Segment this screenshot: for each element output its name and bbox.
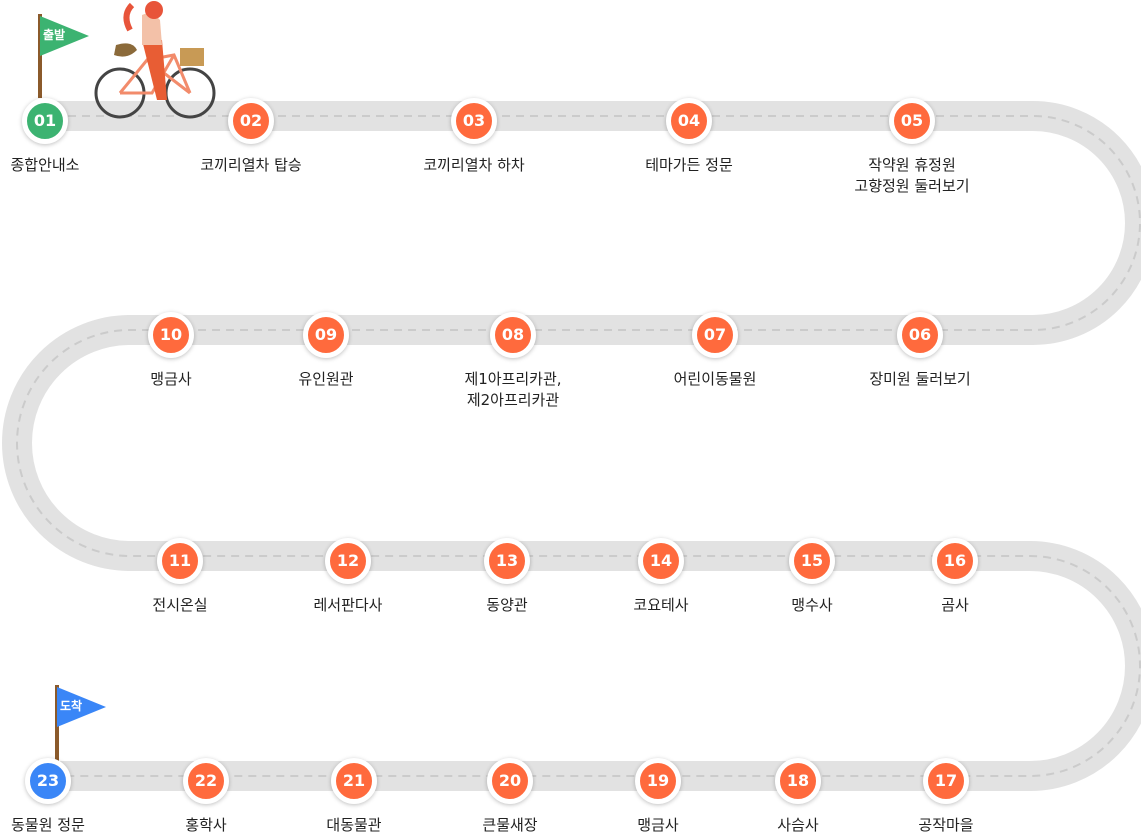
end-flag-label: 도착 [60,699,83,713]
stop-number-badge[interactable]: 09 [303,312,349,358]
cyclist-illustration [94,1,216,119]
stop-label: 전시온실 [152,596,208,614]
stop-number-badge[interactable]: 19 [635,758,681,804]
stop-label: 동양관 [486,596,528,614]
stop-label: 코끼리열차 하차 [423,156,525,174]
stop-number-badge[interactable]: 15 [789,538,835,584]
stop-label: 테마가든 정문 [645,156,733,174]
stop-number-badge[interactable]: 10 [148,312,194,358]
stop-number-badge[interactable]: 11 [157,538,203,584]
stop-label: 장미원 둘러보기 [869,370,971,388]
stop-label: 코끼리열차 탑승 [200,156,302,174]
stop-label: 유인원관 [298,370,354,388]
stop-number-badge[interactable]: 02 [228,98,274,144]
stop-number-badge[interactable]: 13 [484,538,530,584]
stop-label: 맹수사 [791,596,833,614]
stop-label: 종합안내소 [10,156,80,174]
stop-number-badge[interactable]: 20 [487,758,533,804]
stop-number-badge[interactable]: 05 [889,98,935,144]
stop-label: 어린이동물원 [673,370,757,388]
stop-number-badge[interactable]: 04 [666,98,712,144]
stop-label: 곰사 [941,596,969,614]
stop-number-badge[interactable]: 03 [451,98,497,144]
stop-number-badge[interactable]: 22 [183,758,229,804]
stop-label: 맹금사 [150,370,192,388]
stop-number-badge[interactable]: 14 [638,538,684,584]
end-flag: 도착 [54,685,114,765]
stop-number-badge[interactable]: 12 [325,538,371,584]
stop-number-badge[interactable]: 21 [331,758,377,804]
start-flag-label: 출발 [43,28,66,42]
stop-number-badge[interactable]: 08 [490,312,536,358]
stop-number-badge[interactable]: 07 [692,312,738,358]
stop-number-badge[interactable]: 18 [775,758,821,804]
stop-number-badge[interactable]: 16 [932,538,978,584]
stop-number-badge[interactable]: 23 [25,758,71,804]
stop-label: 작약원 휴정원 고향정원 둘러보기 [854,156,970,195]
stop-label: 동물원 정문 [11,816,85,834]
stop-label: 코요테사 [633,596,689,614]
stop-label: 레서판다사 [313,596,383,614]
stop-label: 제1아프리카관, 제2아프리카관 [464,370,562,409]
start-flag: 출발 [37,14,97,102]
stop-number-badge[interactable]: 17 [923,758,969,804]
stop-number-badge[interactable]: 06 [897,312,943,358]
stop-number-badge[interactable]: 01 [22,98,68,144]
